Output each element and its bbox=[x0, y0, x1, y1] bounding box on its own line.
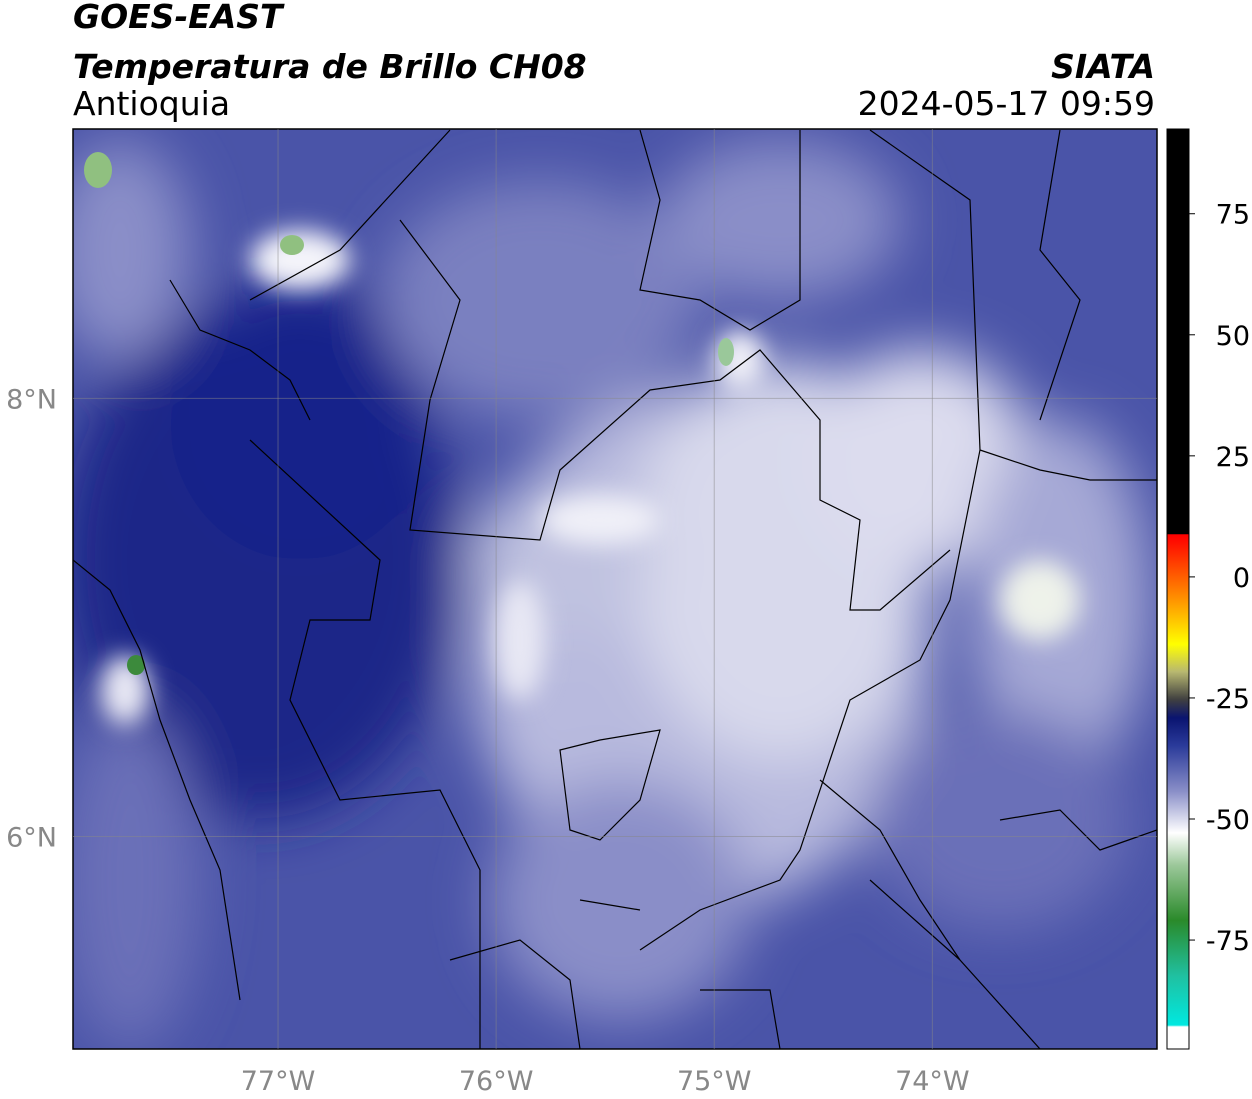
colorbar-tick-label: 25 bbox=[1216, 442, 1250, 473]
map-frame bbox=[72, 128, 1158, 1050]
colorbar-tick-label: -50 bbox=[1206, 805, 1250, 836]
colorbar-tick-label: 0 bbox=[1233, 563, 1250, 594]
title: GOES-EAST bbox=[73, 0, 285, 36]
colorbar-tick-label: 50 bbox=[1216, 321, 1250, 352]
colorbar-tick-label: -75 bbox=[1206, 926, 1250, 957]
x-tick-label: 76°W bbox=[459, 1066, 534, 1097]
graticule: 77°W 76°W 75°W 74°W 8°N 6°N bbox=[6, 129, 1157, 1097]
source: SIATA bbox=[1051, 47, 1155, 86]
colorbar-tick-label: -25 bbox=[1206, 684, 1250, 715]
colorbar-tick-label: 75 bbox=[1216, 200, 1250, 231]
y-tick-label: 8°N bbox=[6, 384, 57, 415]
subtitle: Temperatura de Brillo CH08 bbox=[73, 47, 587, 86]
x-tick-label: 74°W bbox=[895, 1066, 970, 1097]
timestamp: 2024-05-17 09:59 bbox=[858, 84, 1155, 123]
x-tick-label: 77°W bbox=[241, 1066, 316, 1097]
region: Antioquia bbox=[73, 84, 230, 123]
y-tick-label: 6°N bbox=[6, 823, 57, 854]
satellite-image bbox=[73, 129, 1157, 1049]
colorbar bbox=[1166, 128, 1190, 1050]
colorbar-ticks: 75 50 25 0 -25 -50 -75 bbox=[1189, 200, 1250, 957]
x-tick-label: 75°W bbox=[677, 1066, 752, 1097]
